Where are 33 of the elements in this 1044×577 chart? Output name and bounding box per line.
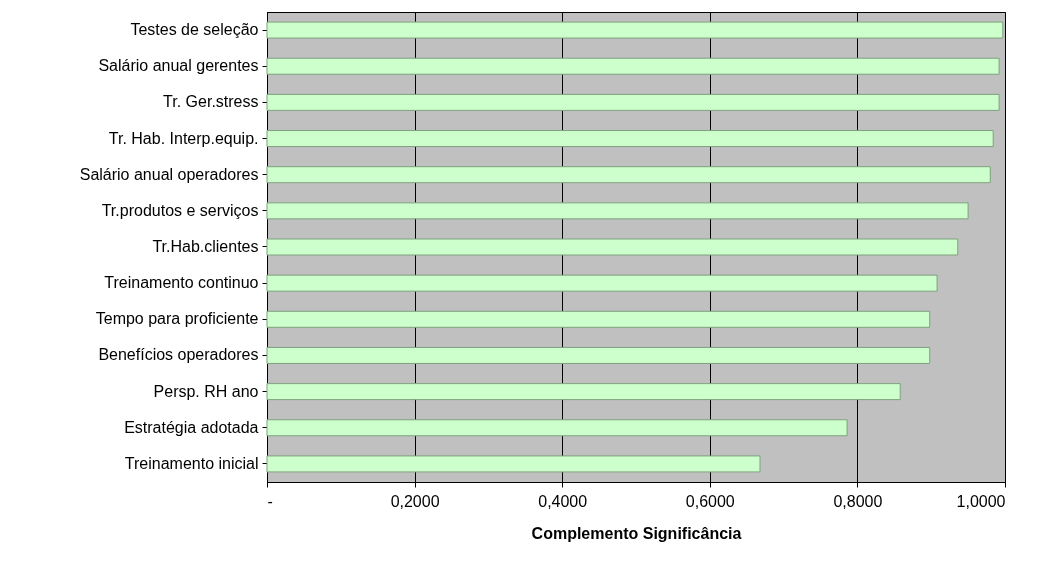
bar: [266, 310, 931, 328]
y-tick-label: Salário anual operadores: [79, 165, 259, 183]
y-tick-label: Tr.Hab.clientes: [152, 238, 259, 255]
y-tick-label: Tr. Ger.stress: [163, 93, 259, 111]
bar: [266, 166, 991, 184]
y-tick-label: Persp. RH ano: [153, 382, 259, 400]
bar: [266, 130, 994, 148]
x-tick-label: 1,0000: [956, 492, 1006, 510]
x-axis-title: Complemento Significância: [531, 524, 742, 542]
bar: [266, 21, 1004, 39]
y-tick-label: Salário anual gerentes: [98, 57, 259, 75]
bar: [266, 57, 1000, 75]
y-tick-label: Benefícios operadores: [98, 346, 259, 364]
bar: [266, 383, 901, 401]
x-tick-label: 0,4000: [538, 492, 588, 510]
y-tick-label: Tr.produtos e serviços: [101, 201, 259, 219]
x-tick-label: 0,2000: [390, 492, 440, 510]
bar: [266, 419, 848, 437]
bar: [266, 202, 969, 220]
bar: [266, 346, 931, 364]
bar: [266, 238, 959, 256]
y-tick-label: Estratégia adotada: [124, 418, 259, 436]
x-tick-label: 0,6000: [685, 492, 735, 510]
bar: [266, 93, 1000, 111]
y-tick-label: Testes de seleção: [130, 21, 259, 39]
x-tick-label: -: [267, 492, 273, 510]
y-tick-label: Treinamento inicial: [124, 454, 259, 472]
x-tick-label: 0,8000: [833, 492, 883, 510]
y-tick-label: Tempo para proficiente: [95, 310, 259, 328]
y-tick-label: Treinamento continuo: [104, 274, 259, 292]
bar: [266, 274, 938, 292]
bar: [266, 455, 761, 473]
y-tick-label: Tr. Hab. Interp.equip.: [108, 129, 259, 147]
